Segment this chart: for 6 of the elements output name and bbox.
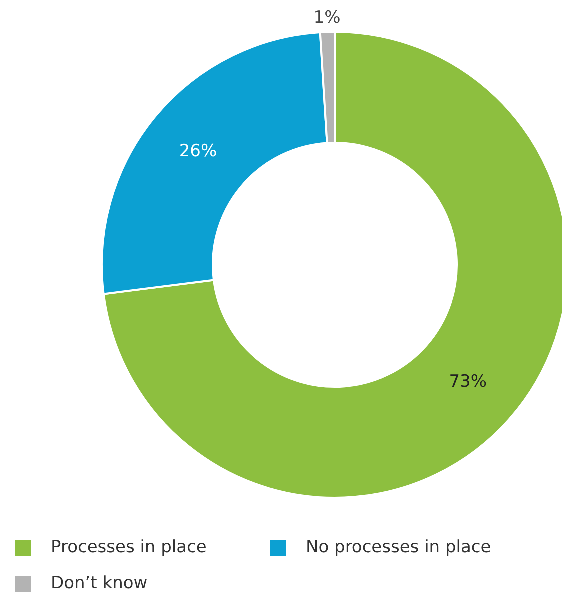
legend-label: Processes in place [51, 538, 207, 558]
legend-label: Don’t know [51, 574, 148, 594]
data-label: 73% [449, 372, 488, 392]
legend-label: No processes in place [306, 538, 492, 558]
data-label: 1% [314, 8, 341, 28]
data-label: 26% [179, 142, 218, 162]
